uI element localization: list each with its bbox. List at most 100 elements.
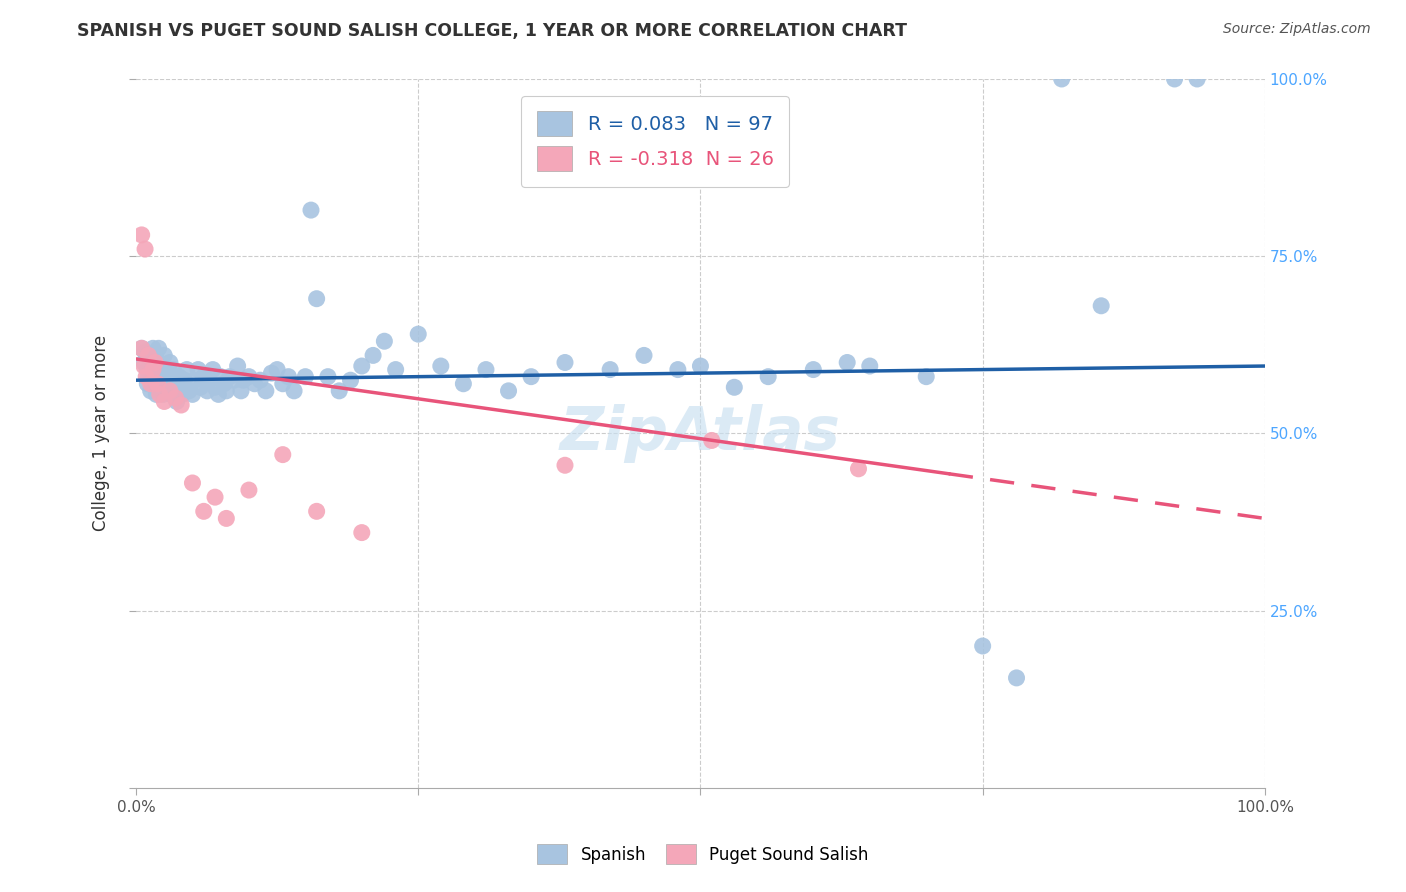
Point xyxy=(148,341,170,355)
Legend: R = 0.083   N = 97, R = -0.318  N = 26: R = 0.083 N = 97, R = -0.318 N = 26 xyxy=(522,95,789,186)
Point xyxy=(166,394,188,409)
Point xyxy=(131,227,153,242)
Point xyxy=(201,362,224,376)
Point xyxy=(142,362,165,376)
Point xyxy=(143,373,166,387)
Point xyxy=(271,448,294,462)
Point xyxy=(157,362,180,376)
Point xyxy=(142,362,165,376)
Point xyxy=(361,348,384,362)
Point xyxy=(136,362,159,376)
Point xyxy=(165,384,187,398)
Point xyxy=(277,369,299,384)
Point xyxy=(134,242,156,256)
Text: ZipAtlas: ZipAtlas xyxy=(560,404,841,463)
Point xyxy=(150,373,173,387)
Point xyxy=(305,504,328,518)
Point xyxy=(283,384,305,398)
Point xyxy=(183,373,205,387)
Point xyxy=(187,362,209,376)
Point xyxy=(152,387,174,401)
Point xyxy=(193,504,215,518)
Point xyxy=(160,376,183,391)
Point xyxy=(294,369,316,384)
Point xyxy=(266,362,288,376)
Point xyxy=(226,359,249,373)
Point xyxy=(837,355,859,369)
Point xyxy=(218,369,240,384)
Point xyxy=(848,462,870,476)
Point xyxy=(177,384,200,398)
Point xyxy=(373,334,395,349)
Point xyxy=(756,369,779,384)
Point xyxy=(193,369,215,384)
Point xyxy=(859,359,882,373)
Point xyxy=(162,362,184,376)
Point xyxy=(153,348,176,362)
Point xyxy=(1185,72,1208,87)
Point xyxy=(554,458,576,473)
Point xyxy=(156,384,179,398)
Point xyxy=(149,387,172,401)
Point xyxy=(132,355,155,369)
Point xyxy=(153,394,176,409)
Point xyxy=(475,362,498,376)
Point xyxy=(132,359,155,373)
Point xyxy=(689,359,711,373)
Point xyxy=(165,391,187,405)
Point xyxy=(224,373,246,387)
Point xyxy=(238,483,260,497)
Point xyxy=(498,384,520,398)
Point xyxy=(254,384,277,398)
Point xyxy=(204,490,226,504)
Point xyxy=(350,359,373,373)
Point xyxy=(260,366,283,380)
Point xyxy=(229,384,252,398)
Legend: Spanish, Puget Sound Salish: Spanish, Puget Sound Salish xyxy=(530,838,876,871)
Point xyxy=(172,387,194,401)
Point xyxy=(339,373,361,387)
Point xyxy=(972,639,994,653)
Point xyxy=(1005,671,1028,685)
Point xyxy=(170,398,193,412)
Point xyxy=(155,376,177,391)
Point xyxy=(138,348,160,362)
Text: Source: ZipAtlas.com: Source: ZipAtlas.com xyxy=(1223,22,1371,37)
Point xyxy=(238,369,260,384)
Point xyxy=(209,369,232,384)
Point xyxy=(350,525,373,540)
Point xyxy=(173,373,195,387)
Point xyxy=(212,376,235,391)
Point xyxy=(131,341,153,355)
Point xyxy=(801,362,824,376)
Point xyxy=(520,369,543,384)
Point xyxy=(135,369,157,384)
Point xyxy=(316,369,339,384)
Point xyxy=(139,384,162,398)
Point xyxy=(554,355,576,369)
Point xyxy=(143,348,166,362)
Point xyxy=(700,434,723,448)
Point xyxy=(149,359,172,373)
Point xyxy=(1163,72,1185,87)
Point xyxy=(136,376,159,391)
Point xyxy=(145,387,167,401)
Point xyxy=(1050,72,1073,87)
Point xyxy=(131,341,153,355)
Point xyxy=(139,376,162,391)
Point xyxy=(198,373,221,387)
Text: SPANISH VS PUGET SOUND SALISH COLLEGE, 1 YEAR OR MORE CORRELATION CHART: SPANISH VS PUGET SOUND SALISH COLLEGE, 1… xyxy=(77,22,907,40)
Point xyxy=(215,511,238,525)
Point xyxy=(167,369,190,384)
Point xyxy=(305,292,328,306)
Y-axis label: College, 1 year or more: College, 1 year or more xyxy=(93,335,110,532)
Point xyxy=(155,369,177,384)
Point xyxy=(406,327,429,342)
Point xyxy=(430,359,453,373)
Point xyxy=(299,203,322,218)
Point xyxy=(160,387,183,401)
Point xyxy=(170,376,193,391)
Point xyxy=(207,387,229,401)
Point xyxy=(159,384,181,398)
Point xyxy=(149,384,172,398)
